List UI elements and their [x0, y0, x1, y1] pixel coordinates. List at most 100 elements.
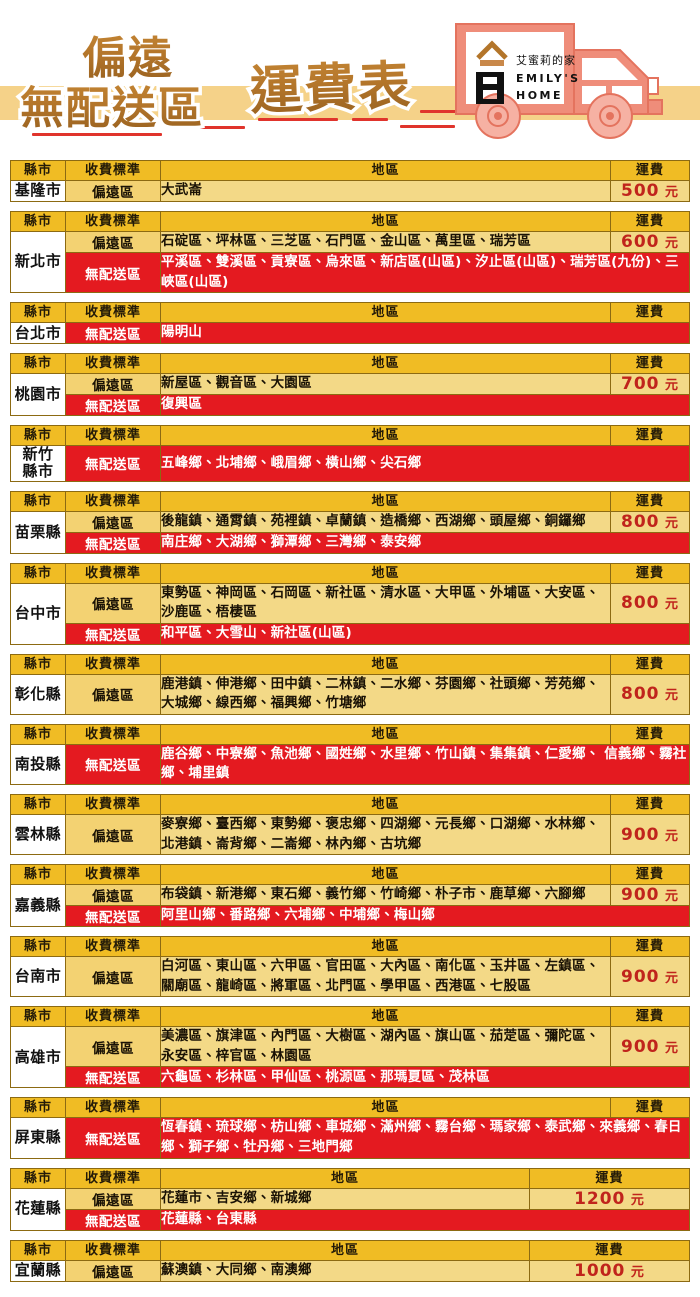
area-cell: 東勢區、神岡區、石岡區、新社區、清水區、大甲區、外埔區、大安區、沙鹿區、梧棲區 — [160, 582, 611, 624]
area-column-header: 地區 — [160, 1006, 611, 1028]
area-column-header: 地區 — [160, 302, 611, 324]
road-dash — [258, 118, 338, 121]
standard-cell: 無配送區 — [65, 394, 161, 417]
table-header-row: 縣市 收費標準 地區 運費 — [10, 1167, 690, 1189]
road-dash — [420, 110, 475, 113]
fee-unit: 元 — [659, 889, 680, 905]
area-cell: 南庄鄉、大湖鄉、獅潭鄉、三灣鄉、泰安鄉 — [160, 531, 690, 554]
standard-column-header: 收費標準 — [65, 1097, 161, 1119]
city-column-header: 縣市 — [10, 490, 66, 512]
area-cell: 花蓮市、吉安鄉、新城鄉 — [160, 1187, 530, 1210]
delivery-truck-illustration: 艾蜜莉的家 EMILY'S HOME — [455, 23, 663, 139]
city-column-header: 縣市 — [10, 353, 66, 375]
fee-unit: 元 — [659, 236, 680, 251]
city-cell: 新北市 — [10, 230, 66, 294]
standard-cell: 無配送區 — [65, 322, 161, 345]
table-row: 南投縣 無配送區 鹿谷鄉、中寮鄉、魚池鄉、國姓鄉、水里鄉、竹山鎮、集集鎮、仁愛鄉、 … — [10, 743, 690, 786]
table-row: 台北市 無配送區 陽明山 — [10, 322, 690, 345]
standard-cell: 偏遠區 — [65, 373, 161, 396]
area-column-header: 地區 — [160, 794, 611, 815]
city-column-header: 縣市 — [10, 211, 66, 232]
area-cell: 花蓮縣、台東縣 — [160, 1208, 690, 1231]
table-row: 新竹 縣市 無配送區 五峰鄉、北埔鄉、峨眉鄉、橫山鄉、尖石鄉 — [10, 445, 690, 482]
brand-name-en-2: HOME — [516, 89, 563, 102]
area-column-header: 地區 — [160, 653, 611, 675]
fee-cell: 1000 元 — [529, 1259, 690, 1282]
area-column-header: 地區 — [160, 353, 611, 375]
standard-cell: 偏遠區 — [65, 510, 161, 533]
fee-tables: 縣市 收費標準 地區 運費 基隆市 偏遠區 大武崙 500 元縣市 收費標準 地區 運費 新北市 偏遠區… — [0, 160, 700, 1297]
table-row: 桃園市 偏遠區 新屋區、觀音區、大園區 700 元 — [10, 373, 690, 417]
table-header-row: 縣市 收費標準 地區 運費 — [10, 1006, 690, 1028]
table-header-row: 縣市 收費標準 地區 運費 — [10, 936, 690, 958]
area-column-header: 地區 — [160, 160, 611, 181]
standard-column-header: 收費標準 — [65, 794, 161, 815]
fee-amount: 900 — [620, 966, 660, 987]
table-row: 嘉義縣 偏遠區 布袋鎮、新港鄉、東石鄉、義竹鄉、竹崎鄉、朴子市、鹿草鄉、六腳鄉 900… — [10, 884, 690, 928]
table-row: 花蓮縣 偏遠區 花蓮市、吉安鄉、新城鄉 1200 元 — [10, 1187, 690, 1231]
fee-column-header: 運費 — [610, 490, 690, 512]
fee-table: 縣市 收費標準 地區 運費 基隆市 偏遠區 大武崙 500 元 — [10, 160, 690, 202]
fee-column-header: 運費 — [610, 160, 690, 181]
fee-amount: 800 — [620, 511, 660, 532]
table-row: 雲林縣 偏遠區 麥寮鄉、臺西鄉、東勢鄉、褒忠鄉、四湖鄉、元長鄉、口湖鄉、水林鄉、北港… — [10, 813, 690, 856]
table-header-row: 縣市 收費標準 地區 運費 — [10, 1239, 690, 1261]
fee-amount: 1200 — [574, 1188, 626, 1209]
area-column-header: 地區 — [160, 1167, 530, 1189]
fee-amount: 800 — [620, 684, 660, 705]
city-column-header: 縣市 — [10, 425, 66, 447]
standard-column-header: 收費標準 — [65, 1167, 161, 1189]
table-row: 基隆市 偏遠區 大武崙 500 元 — [10, 180, 690, 202]
table-row: 彰化縣 偏遠區 鹿港鎮、伸港鄉、田中鎮、二林鎮、二水鄉、芬園鄉、社頭鄉、芳苑鄉、大城… — [10, 673, 690, 715]
standard-cell: 無配送區 — [65, 445, 161, 482]
standard-cell: 無配送區 — [65, 1066, 161, 1089]
city-column-header: 縣市 — [10, 562, 66, 584]
table-row: 台南市 偏遠區 白河區、東山區、六甲區、官田區、大內區、南化區、玉井區、左鎮區、關廟… — [10, 956, 690, 998]
table-row: 無配送區 平溪區、雙溪區、貢寮區、烏來區、新店區(山區)、汐止區(山區)、瑞芳區(… — [11, 251, 690, 294]
city-cell: 雲林縣 — [10, 813, 66, 856]
standard-cell: 偏遠區 — [65, 180, 161, 202]
city-cell: 高雄市 — [10, 1026, 66, 1089]
fee-table: 縣市 收費標準 地區 運費 高雄市 偏遠區 美濃區、旗津區、內門區、大樹區、湖內區、旗山區、… — [10, 1006, 690, 1089]
standard-column-header: 收費標準 — [65, 562, 161, 584]
fee-table: 縣市 收費標準 地區 運費 花蓮縣 偏遠區 花蓮市、吉安鄉、新城鄉 1200 元無配送區 花蓮縣… — [10, 1167, 690, 1231]
city-cell: 花蓮縣 — [10, 1187, 66, 1231]
city-cell: 屏東縣 — [10, 1117, 66, 1159]
area-column-header: 地區 — [160, 562, 611, 584]
standard-cell: 無配送區 — [65, 1208, 161, 1231]
fee-unit: 元 — [659, 1040, 680, 1056]
table-row: 無配送區 花蓮縣、台東縣 — [11, 1208, 690, 1231]
city-column-header: 縣市 — [10, 1239, 66, 1261]
standard-cell: 偏遠區 — [65, 956, 161, 998]
area-column-header: 地區 — [160, 1097, 611, 1119]
city-cell: 台南市 — [10, 956, 66, 998]
fee-cell: 900 元 — [610, 813, 690, 856]
fee-amount: 500 — [620, 181, 660, 201]
fee-cell: 900 元 — [610, 956, 690, 998]
standard-cell: 偏遠區 — [65, 1259, 161, 1282]
standard-cell: 無配送區 — [65, 743, 161, 786]
fee-column-header: 運費 — [529, 1167, 690, 1189]
standard-cell: 偏遠區 — [65, 884, 161, 907]
fee-table: 縣市 收費標準 地區 運費 桃園市 偏遠區 新屋區、觀音區、大園區 700 元無配送區 復興區 — [10, 353, 690, 417]
table-header-row: 縣市 收費標準 地區 運費 — [10, 864, 690, 886]
fee-column-header: 運費 — [610, 425, 690, 447]
area-cell: 石碇區、坪林區、三芝區、石門區、金山區、萬里區、瑞芳區 — [160, 231, 611, 253]
title-line1: 偏遠 — [82, 22, 174, 86]
city-cell: 南投縣 — [10, 743, 66, 786]
area-cell: 恆春鎮、琉球鄉、枋山鄉、車城鄉、滿州鄉、霧台鄉、瑪家鄉、泰武鄉、來義鄉、春日鄉、… — [160, 1117, 690, 1159]
city-column-header: 縣市 — [10, 936, 66, 958]
city-cell: 基隆市 — [10, 180, 66, 202]
area-cell: 復興區 — [160, 394, 690, 417]
area-cell: 布袋鎮、新港鄉、東石鄉、義竹鄉、竹崎鄉、朴子市、鹿草鄉、六腳鄉 — [160, 884, 611, 907]
fee-cell: 1200 元 — [529, 1187, 690, 1210]
area-column-header: 地區 — [160, 723, 611, 745]
title-line2-outline: 無配送區 — [17, 72, 206, 138]
city-cell: 新竹 縣市 — [10, 445, 66, 482]
fee-table: 縣市 收費標準 地區 運費 新竹 縣市 無配送區 五峰鄉、北埔鄉、峨眉鄉、橫山鄉、尖石鄉 — [10, 425, 690, 482]
standard-cell: 無配送區 — [65, 251, 161, 294]
brand-name-en-1: EMILY'S — [516, 72, 581, 85]
table-row: 無配送區 阿里山鄉、番路鄉、六埔鄉、中埔鄉、梅山鄉 — [11, 905, 690, 928]
standard-cell: 偏遠區 — [65, 1026, 161, 1068]
city-cell: 宜蘭縣 — [10, 1259, 66, 1282]
